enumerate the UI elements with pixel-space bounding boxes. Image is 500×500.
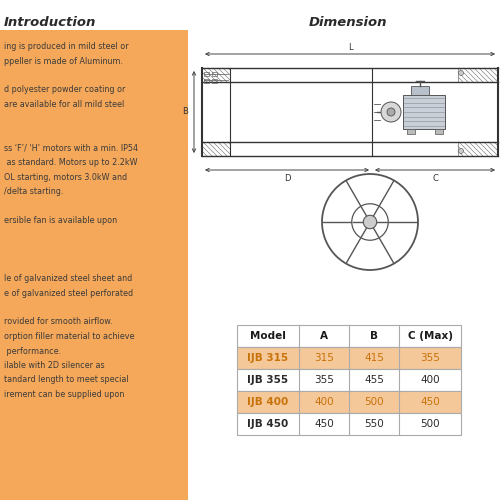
Text: d polyester powder coating or: d polyester powder coating or <box>4 86 126 94</box>
Text: are available for all mild steel: are available for all mild steel <box>4 100 124 109</box>
Text: 355: 355 <box>420 353 440 363</box>
Text: ing is produced in mild steel or: ing is produced in mild steel or <box>4 42 128 51</box>
Text: OL starting, motors 3.0kW and: OL starting, motors 3.0kW and <box>4 172 127 182</box>
Text: Model: Model <box>250 331 286 341</box>
Text: B: B <box>370 331 378 341</box>
Text: C: C <box>432 174 438 183</box>
Text: 400: 400 <box>420 375 440 385</box>
Bar <box>407 129 415 134</box>
Bar <box>237 347 461 369</box>
Bar <box>411 86 429 95</box>
Bar <box>0 30 188 500</box>
Text: 450: 450 <box>420 397 440 407</box>
Text: L: L <box>348 43 352 52</box>
Text: C (Max): C (Max) <box>408 331 453 341</box>
Text: rovided for smooth airflow.: rovided for smooth airflow. <box>4 318 112 326</box>
Text: IJB 450: IJB 450 <box>248 419 288 429</box>
Circle shape <box>381 102 401 122</box>
Circle shape <box>458 148 464 154</box>
Bar <box>212 79 217 83</box>
Text: 450: 450 <box>314 419 334 429</box>
Text: ss ‘F’/ ‘H’ motors with a min. IP54: ss ‘F’/ ‘H’ motors with a min. IP54 <box>4 144 138 152</box>
Text: IJB 400: IJB 400 <box>248 397 288 407</box>
Text: 455: 455 <box>364 375 384 385</box>
Text: 500: 500 <box>420 419 440 429</box>
Bar <box>237 325 461 347</box>
Text: tandard length to meet special: tandard length to meet special <box>4 376 128 384</box>
Text: ersible fan is available upon: ersible fan is available upon <box>4 216 117 225</box>
Text: IJB 355: IJB 355 <box>248 375 288 385</box>
Bar <box>212 72 217 76</box>
Text: Introduction: Introduction <box>4 16 96 29</box>
Circle shape <box>458 70 464 76</box>
Text: ppeller is made of Aluminum.: ppeller is made of Aluminum. <box>4 56 123 66</box>
Bar <box>204 79 209 83</box>
Circle shape <box>387 108 395 116</box>
Text: performance.: performance. <box>4 346 61 356</box>
Bar <box>435 129 443 134</box>
Bar <box>202 142 230 156</box>
Text: le of galvanized steel sheet and: le of galvanized steel sheet and <box>4 274 132 283</box>
Text: ilable with 2D silencer as: ilable with 2D silencer as <box>4 361 104 370</box>
Text: A: A <box>320 331 328 341</box>
Bar <box>458 68 498 82</box>
Bar <box>204 72 209 76</box>
Text: 415: 415 <box>364 353 384 363</box>
Bar <box>458 142 498 156</box>
Text: 550: 550 <box>364 419 384 429</box>
Circle shape <box>364 216 376 228</box>
Text: 315: 315 <box>314 353 334 363</box>
Bar <box>237 391 461 413</box>
Text: as standard. Motors up to 2.2kW: as standard. Motors up to 2.2kW <box>4 158 138 167</box>
Text: /delta starting.: /delta starting. <box>4 187 64 196</box>
Text: e of galvanized steel perforated: e of galvanized steel perforated <box>4 288 133 298</box>
Text: D: D <box>284 174 290 183</box>
Text: irement can be supplied upon: irement can be supplied upon <box>4 390 124 399</box>
Text: Dimension: Dimension <box>309 16 387 29</box>
Text: B: B <box>182 108 188 116</box>
Bar <box>403 95 445 129</box>
Bar <box>202 68 230 82</box>
Text: 355: 355 <box>314 375 334 385</box>
Bar <box>237 413 461 435</box>
Text: 500: 500 <box>364 397 384 407</box>
Text: orption filler material to achieve: orption filler material to achieve <box>4 332 134 341</box>
Text: IJB 315: IJB 315 <box>248 353 288 363</box>
Text: 400: 400 <box>314 397 334 407</box>
Bar <box>237 369 461 391</box>
